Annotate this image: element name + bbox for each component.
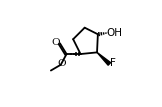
Text: O: O: [52, 38, 60, 47]
Text: OH: OH: [106, 28, 122, 38]
Text: O: O: [57, 59, 66, 68]
Text: F: F: [110, 58, 116, 68]
Polygon shape: [97, 52, 111, 65]
